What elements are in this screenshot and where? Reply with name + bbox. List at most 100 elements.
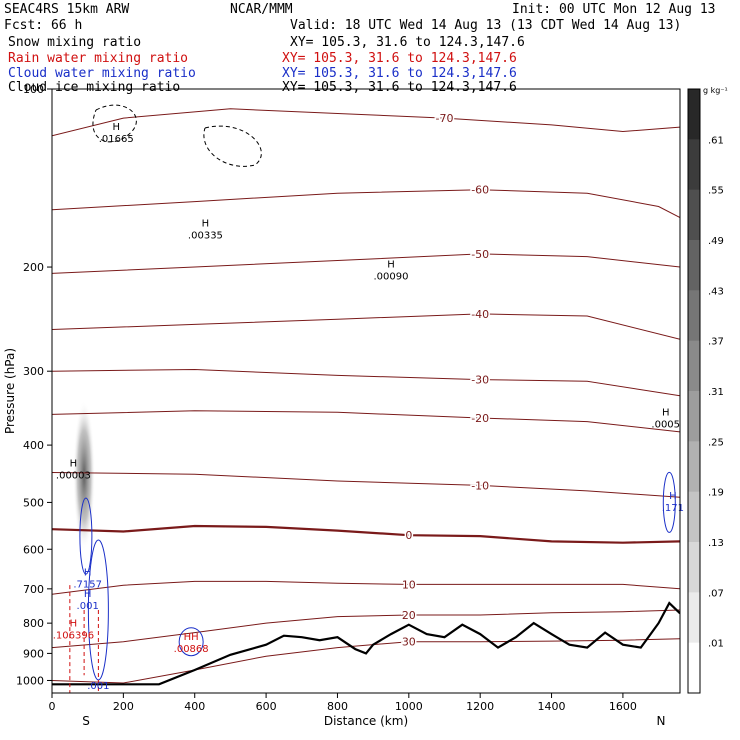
legend-cloud-ice-xy: XY= 105.3, 31.6 to 124.3,147.6 (282, 80, 517, 95)
colorbar-segment (688, 290, 700, 342)
isotherm-20 (52, 609, 680, 649)
colorbar-frame (687, 88, 701, 694)
colorbar-label: .13 (708, 538, 724, 549)
cloud-water-contour (79, 497, 93, 575)
isotherm-10 (52, 580, 680, 595)
x-tick-label: 800 (327, 700, 348, 713)
x-tick-label: 400 (184, 700, 205, 713)
colorbar-label: .01 (708, 639, 724, 650)
colorbar-segment (688, 240, 700, 291)
y-tick-label: 200 (23, 261, 44, 274)
colorbar-label: .07 (708, 588, 724, 599)
snow-contour (203, 125, 262, 167)
x-tick-label: 1000 (395, 700, 423, 713)
colorbar-segment (688, 391, 700, 442)
isotherm-label: -10 (471, 479, 489, 492)
valid-time: Valid: 18 UTC Wed 14 Aug 13 (13 CDT Wed … (290, 18, 682, 33)
x-tick-label: 600 (256, 700, 277, 713)
y-tick-label: 500 (23, 496, 44, 509)
isotherm-label: 20 (402, 609, 416, 622)
legend-rain: Rain water mixing ratio (8, 51, 189, 66)
legend-snow: Snow mixing ratio (8, 35, 142, 50)
x-tick-label: 1200 (466, 700, 494, 713)
maximum-marker: H (112, 122, 120, 133)
x-tick-label: 200 (113, 700, 134, 713)
maximum-value: .00090 (373, 271, 408, 282)
isotherm--50 (52, 253, 680, 274)
colorbar-segment (688, 642, 700, 694)
colorbar-label: .37 (708, 337, 724, 348)
colorbar-segment (688, 441, 700, 493)
maximum-marker: H (70, 458, 78, 469)
maximum-marker: H (84, 589, 92, 600)
maximum-marker: H (202, 219, 210, 230)
y-tick-label: 700 (23, 583, 44, 596)
colorbar-label: .55 (708, 186, 724, 197)
init-time: Init: 00 UTC Mon 12 Aug 13 (512, 2, 716, 17)
forecast-hour: Fcst: 66 h (4, 18, 83, 33)
maximum-value: .00003 (56, 470, 91, 481)
plot-frame (51, 88, 681, 694)
x-axis-label: Distance (km) (324, 714, 408, 728)
colorbar-label: .43 (708, 286, 724, 297)
maximum-marker: HH (184, 632, 199, 643)
maximum-value: .171 (662, 503, 684, 514)
isotherm-label: 0 (405, 529, 412, 542)
isotherm-label: -60 (471, 184, 489, 197)
maximum-marker: H (662, 408, 670, 419)
maximum-value: .106396 (53, 631, 94, 642)
legend-cloud-water: Cloud water mixing ratio (8, 66, 196, 81)
isotherm-label: 10 (402, 578, 416, 591)
isotherm--70 (52, 108, 680, 137)
colorbar-unit: g kg⁻¹ (703, 86, 728, 95)
colorbar-segment (688, 592, 700, 644)
y-tick-label: 900 (23, 647, 44, 660)
y-tick-label: 1000 (16, 674, 44, 687)
colorbar-label: .19 (708, 488, 724, 499)
isotherm-30 (52, 638, 680, 684)
maximum-marker: H (84, 567, 92, 578)
colorbar-segment (688, 491, 700, 543)
organization-label: NCAR/MMM (230, 2, 293, 17)
isotherm--40 (52, 313, 680, 340)
isotherm-label: 30 (402, 636, 416, 649)
cloud-ice-shading (73, 400, 96, 551)
legend-cloud-ice: Cloud ice mixing ratio (8, 80, 181, 95)
colorbar-segment (688, 542, 700, 593)
cloud-water-contour (662, 471, 676, 533)
isotherm-label: -40 (471, 308, 489, 321)
isotherm-label: -20 (471, 412, 489, 425)
maximum-marker: H (669, 491, 677, 502)
isotherm--30 (52, 368, 680, 397)
y-tick-label: 400 (23, 439, 44, 452)
model-title: SEAC4RS 15km ARW (4, 2, 130, 17)
isotherm-label: -50 (471, 248, 489, 261)
colorbar-label: .31 (708, 387, 724, 398)
legend-rain-xy: XY= 105.3, 31.6 to 124.3,147.6 (282, 51, 517, 66)
maximum-value: .001 (77, 601, 99, 612)
isotherm-0 (52, 524, 680, 544)
x-tick-label: 1600 (609, 700, 637, 713)
endpoint-north: N (657, 714, 666, 728)
colorbar-segment (688, 340, 700, 392)
maximum-value: .01665 (99, 134, 134, 145)
y-tick-label: 600 (23, 543, 44, 556)
isotherm--60 (52, 189, 680, 219)
x-tick-label: 0 (49, 700, 56, 713)
legend-cloud-water-xy: XY= 105.3, 31.6 to 124.3,147.6 (282, 66, 517, 81)
legend-snow-xy: XY= 105.3, 31.6 to 124.3,147.6 (290, 35, 525, 50)
isotherm--10 (52, 472, 680, 498)
cloud-water-contour (178, 627, 204, 657)
maximum-marker: H (70, 619, 78, 630)
y-tick-label: 800 (23, 617, 44, 630)
maximum-value: .001 (87, 681, 109, 692)
y-tick-label: 300 (23, 365, 44, 378)
colorbar-label: .25 (708, 437, 724, 448)
maximum-value: .0005 (651, 420, 680, 431)
maximum-value: .7157 (73, 579, 102, 590)
maximum-value: .00868 (174, 644, 209, 655)
colorbar-label: .49 (708, 236, 724, 247)
x-tick-label: 1400 (538, 700, 566, 713)
isotherm-label: -70 (436, 112, 454, 125)
